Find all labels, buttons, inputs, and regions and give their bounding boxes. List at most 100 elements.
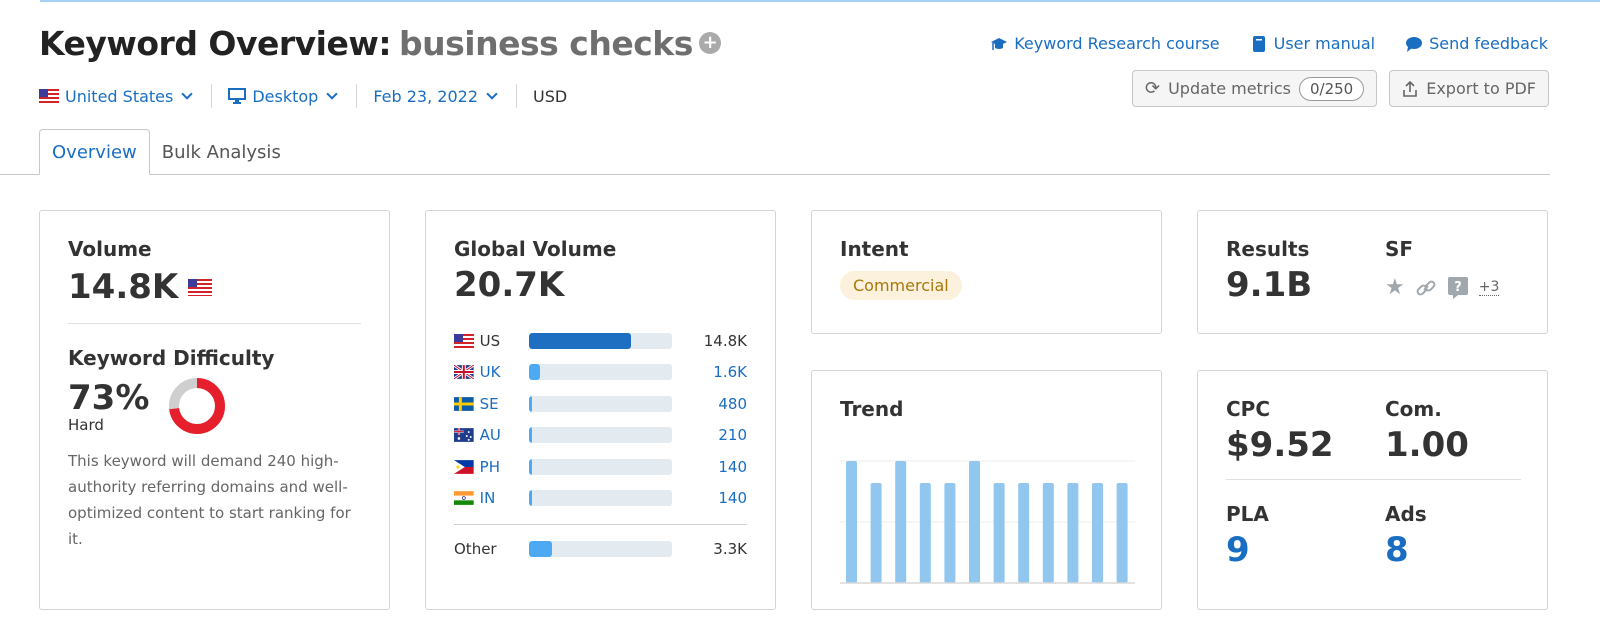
- divider: [211, 84, 213, 108]
- competition-value: 1.00: [1385, 425, 1469, 465]
- divider: [454, 524, 747, 525]
- trend-bar: [1042, 482, 1054, 583]
- other-value: 3.3K: [713, 539, 747, 558]
- action-buttons: ⟳ Update metrics 0/250 Export to PDF: [1132, 70, 1549, 107]
- global-volume-label: Global Volume: [454, 237, 617, 261]
- country-row-uk[interactable]: UK 1.6K: [454, 357, 747, 389]
- trend-bar: [969, 461, 980, 583]
- country-value: 210: [718, 426, 747, 445]
- volume-bar: [528, 364, 673, 381]
- volume-bar: [528, 540, 673, 557]
- currency-label: USD: [533, 86, 568, 106]
- date-label: Feb 23, 2022: [373, 86, 478, 106]
- global-volume-value: 20.7K: [454, 265, 565, 305]
- tab-overview[interactable]: Overview: [39, 129, 150, 175]
- ads-label: Ads: [1385, 502, 1427, 526]
- refresh-icon: ⟳: [1145, 78, 1161, 99]
- device-selector[interactable]: Desktop: [228, 87, 340, 106]
- tab-bar: Overview Bulk Analysis: [39, 129, 293, 175]
- competition-label: Com.: [1385, 397, 1442, 421]
- trend-bar: [1116, 482, 1128, 583]
- trend-card: Trend: [811, 370, 1162, 610]
- results-label: Results: [1226, 237, 1310, 261]
- star-icon: ★: [1385, 275, 1405, 300]
- trend-bar: [846, 461, 857, 583]
- country-selector[interactable]: United States: [39, 87, 195, 106]
- chat-bubble-icon: [1406, 36, 1423, 52]
- country-row-in[interactable]: IN 140: [454, 483, 747, 515]
- volume-label: Volume: [68, 237, 152, 261]
- export-label: Export to PDF: [1426, 79, 1536, 98]
- volume-value: 14.8K: [68, 267, 179, 307]
- ph-flag-icon: [454, 459, 474, 474]
- volume-bar: [528, 490, 673, 507]
- trend-bar: [1092, 482, 1103, 583]
- country-code: SE: [479, 394, 499, 413]
- export-pdf-button[interactable]: Export to PDF: [1389, 70, 1549, 107]
- country-row-other: Other 3.3K: [454, 533, 747, 565]
- update-count-badge: 0/250: [1298, 76, 1365, 101]
- in-flag-icon: [454, 491, 474, 506]
- cpc-card: CPC $9.52 Com. 1.00 PLA 9 Ads 8: [1197, 370, 1548, 610]
- volume-bar: [528, 332, 673, 349]
- chevron-down-icon: [486, 88, 498, 100]
- intent-card: Intent Commercial: [811, 210, 1162, 334]
- keyword-text: business checks: [399, 24, 693, 63]
- intent-label: Intent: [840, 237, 909, 261]
- uk-flag-icon: [454, 365, 474, 380]
- volume-bar: [528, 395, 673, 412]
- other-label: Other: [454, 539, 497, 558]
- us-flag-icon: [454, 333, 474, 348]
- trend-bar: [993, 482, 1005, 583]
- cpc-label: CPC: [1226, 397, 1271, 421]
- sf-more-link[interactable]: +3: [1478, 279, 1500, 296]
- ads-value[interactable]: 8: [1385, 530, 1409, 570]
- country-value: 480: [718, 394, 747, 413]
- us-flag-icon: [39, 89, 59, 103]
- plus-circle-icon[interactable]: +: [698, 31, 721, 54]
- tab-bulk-analysis[interactable]: Bulk Analysis: [161, 141, 281, 163]
- graduation-cap-icon: [991, 37, 1008, 50]
- divider: [68, 323, 361, 324]
- sf-label: SF: [1385, 237, 1414, 261]
- desktop-icon: [228, 88, 247, 104]
- us-flag-icon: [188, 278, 213, 296]
- country-value: 14.8K: [703, 331, 747, 350]
- country-row-se[interactable]: SE 480: [454, 388, 747, 420]
- country-row-au[interactable]: AU 210: [454, 420, 747, 452]
- results-value: 9.1B: [1226, 265, 1313, 305]
- global-volume-card: Global Volume 20.7K US 14.8K UK 1.6K SE …: [425, 210, 776, 610]
- link-label: Keyword Research course: [1014, 34, 1220, 53]
- trend-bar: [870, 482, 882, 583]
- country-label: United States: [65, 86, 174, 106]
- date-selector[interactable]: Feb 23, 2022: [373, 87, 500, 106]
- help-links: Keyword Research course User manual Send…: [990, 34, 1548, 53]
- volume-bar: [528, 427, 673, 444]
- country-row-ph[interactable]: PH 140: [454, 451, 747, 483]
- trend-bar-chart: [840, 460, 1135, 584]
- keyword-research-course-link[interactable]: Keyword Research course: [990, 34, 1220, 53]
- update-label: Update metrics: [1168, 79, 1291, 98]
- volume-bar: [528, 458, 673, 475]
- trend-bar: [944, 482, 956, 583]
- cpc-value: $9.52: [1226, 425, 1334, 465]
- country-code: UK: [479, 363, 501, 382]
- divider: [516, 84, 517, 108]
- top-border: [40, 0, 1600, 2]
- title-prefix: Keyword Overview:: [39, 24, 392, 63]
- device-label: Desktop: [252, 86, 319, 106]
- pla-label: PLA: [1226, 502, 1269, 526]
- pla-value[interactable]: 9: [1226, 530, 1250, 570]
- trend-label: Trend: [840, 397, 904, 421]
- divider: [1226, 479, 1521, 480]
- country-code: IN: [479, 489, 496, 508]
- country-value: 140: [718, 489, 747, 508]
- link-label: User manual: [1273, 34, 1376, 53]
- country-code: US: [479, 331, 501, 350]
- update-metrics-button[interactable]: ⟳ Update metrics 0/250: [1132, 70, 1378, 107]
- tab-divider: [0, 174, 1550, 175]
- user-manual-link[interactable]: User manual: [1250, 34, 1375, 53]
- country-value: 1.6K: [713, 363, 747, 382]
- send-feedback-link[interactable]: Send feedback: [1405, 34, 1548, 53]
- link-icon: [1416, 280, 1436, 295]
